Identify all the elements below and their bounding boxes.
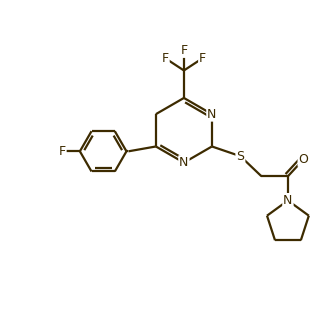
Text: F: F — [162, 52, 169, 65]
Text: F: F — [59, 145, 66, 158]
Text: N: N — [283, 194, 292, 207]
Text: S: S — [236, 150, 244, 163]
Text: N: N — [179, 156, 189, 169]
Text: O: O — [298, 153, 308, 166]
Text: F: F — [180, 44, 188, 57]
Text: F: F — [199, 52, 206, 65]
Text: N: N — [207, 108, 216, 121]
